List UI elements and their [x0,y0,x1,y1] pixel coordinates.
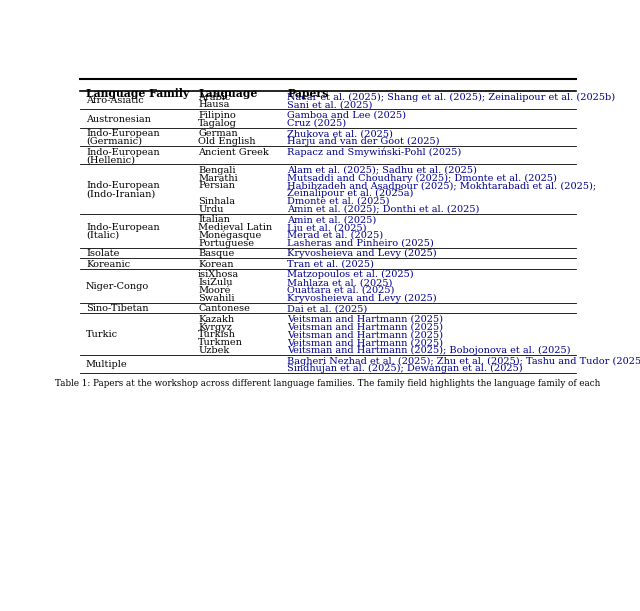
Text: Mahlaza et al. (2025): Mahlaza et al. (2025) [287,278,393,287]
Text: Kyrgyz: Kyrgyz [198,323,232,332]
Text: Papers: Papers [287,89,329,100]
Text: Harju and van der Goot (2025): Harju and van der Goot (2025) [287,137,440,146]
Text: Turkmen: Turkmen [198,338,243,347]
Text: Uzbek: Uzbek [198,346,229,355]
Text: Zhukova et al. (2025): Zhukova et al. (2025) [287,129,393,138]
Text: (Germanic): (Germanic) [86,137,142,146]
Text: Cruz (2025): Cruz (2025) [287,119,346,128]
Text: Merad et al. (2025): Merad et al. (2025) [287,231,383,240]
Text: Table 1: Papers at the workshop across different language families. The family f: Table 1: Papers at the workshop across d… [55,379,601,388]
Text: Sinhala: Sinhala [198,197,235,206]
Text: Austronesian: Austronesian [86,115,151,124]
Text: Rapacz and Smywiński-Pohl (2025): Rapacz and Smywiński-Pohl (2025) [287,148,461,157]
Text: Korean: Korean [198,260,234,269]
Text: Basque: Basque [198,249,234,258]
Text: Kazakh: Kazakh [198,315,234,324]
Text: Sindhujan et al. (2025); Dewangan et al. (2025): Sindhujan et al. (2025); Dewangan et al.… [287,364,523,373]
Text: Isolate: Isolate [86,249,119,258]
Text: Portuguese: Portuguese [198,239,254,247]
Text: Old English: Old English [198,137,255,146]
Text: Ancient Greek: Ancient Greek [198,148,269,156]
Text: Gamboa and Lee (2025): Gamboa and Lee (2025) [287,111,406,120]
Text: Afro-Asiatic: Afro-Asiatic [86,97,144,105]
Text: German: German [198,129,237,138]
Text: Mooré: Mooré [198,286,230,295]
Text: Indo-European: Indo-European [86,223,159,232]
Text: Turkish: Turkish [198,331,236,339]
Text: Language Family: Language Family [86,89,189,100]
Text: Italian: Italian [198,215,230,224]
Text: Indo-European: Indo-European [86,181,159,191]
Text: Swahili: Swahili [198,294,234,302]
Text: Bagheri Nezhad et al. (2025); Zhu et al. (2025); Tashu and Tudor (2025);: Bagheri Nezhad et al. (2025); Zhu et al.… [287,356,640,365]
Text: Monégasque: Monégasque [198,231,261,240]
Text: Matzopoulos et al. (2025): Matzopoulos et al. (2025) [287,270,414,279]
Text: (Italic): (Italic) [86,231,119,240]
Text: Veitsman and Hartmann (2025): Veitsman and Hartmann (2025) [287,323,444,332]
Text: Hausa: Hausa [198,100,229,109]
Text: Cantonese: Cantonese [198,304,250,313]
Text: Indo-European: Indo-European [86,148,159,156]
Text: Mutsaddi and Choudhary (2025); Dmonte et al. (2025): Mutsaddi and Choudhary (2025); Dmonte et… [287,174,557,183]
Text: Medieval Latin: Medieval Latin [198,223,272,232]
Text: Koreanic: Koreanic [86,260,130,269]
Text: Kryvosheieva and Levy (2025): Kryvosheieva and Levy (2025) [287,249,437,258]
Text: Persian: Persian [198,181,235,191]
Text: Veitsman and Hartmann (2025): Veitsman and Hartmann (2025) [287,315,444,324]
Text: Amin et al. (2025): Amin et al. (2025) [287,215,376,224]
Text: Veitsman and Hartmann (2025): Veitsman and Hartmann (2025) [287,338,444,347]
Text: Bengali: Bengali [198,166,236,175]
Text: Dmonte et al. (2025): Dmonte et al. (2025) [287,197,390,206]
Text: Liu et al. (2025): Liu et al. (2025) [287,223,367,232]
Text: Indo-European: Indo-European [86,129,159,138]
Text: Multiple: Multiple [86,360,127,369]
Text: Habibzadeh and Asadpour (2025); Mokhtarabadi et al. (2025);: Habibzadeh and Asadpour (2025); Mokhtara… [287,181,596,191]
Text: Zeinalipour et al. (2025a): Zeinalipour et al. (2025a) [287,189,413,199]
Text: isiXhosa: isiXhosa [198,270,239,279]
Text: Nacar et al. (2025); Shang et al. (2025); Zeinalipour et al. (2025b): Nacar et al. (2025); Shang et al. (2025)… [287,92,616,101]
Text: Alam et al. (2025); Sadhu et al. (2025): Alam et al. (2025); Sadhu et al. (2025) [287,166,477,175]
Text: Amin et al. (2025); Donthi et al. (2025): Amin et al. (2025); Donthi et al. (2025) [287,205,480,214]
Text: Tran et al. (2025): Tran et al. (2025) [287,260,374,269]
Text: Sani et al. (2025): Sani et al. (2025) [287,100,372,109]
Text: Sino-Tibetan: Sino-Tibetan [86,304,148,313]
Text: Arabic: Arabic [198,92,230,101]
Text: Urdu: Urdu [198,205,223,214]
Text: (Indo-Iranian): (Indo-Iranian) [86,189,156,198]
Text: Lasheras and Pinheiro (2025): Lasheras and Pinheiro (2025) [287,239,434,247]
Text: Tagalog: Tagalog [198,119,237,128]
Text: Language: Language [198,89,257,100]
Text: Niger-Congo: Niger-Congo [86,282,149,291]
Text: Veitsman and Hartmann (2025); Bobojonova et al. (2025): Veitsman and Hartmann (2025); Bobojonova… [287,346,571,355]
Text: IsiZulu: IsiZulu [198,278,233,287]
Text: Veitsman and Hartmann (2025): Veitsman and Hartmann (2025) [287,331,444,339]
Text: Filipino: Filipino [198,111,236,120]
Text: (Hellenic): (Hellenic) [86,155,135,164]
Text: Marathi: Marathi [198,174,237,183]
Text: Ouattara et al. (2025): Ouattara et al. (2025) [287,286,395,295]
Text: Kryvosheieva and Levy (2025): Kryvosheieva and Levy (2025) [287,294,437,303]
Text: Turkic: Turkic [86,331,118,339]
Text: Dai et al. (2025): Dai et al. (2025) [287,304,367,313]
